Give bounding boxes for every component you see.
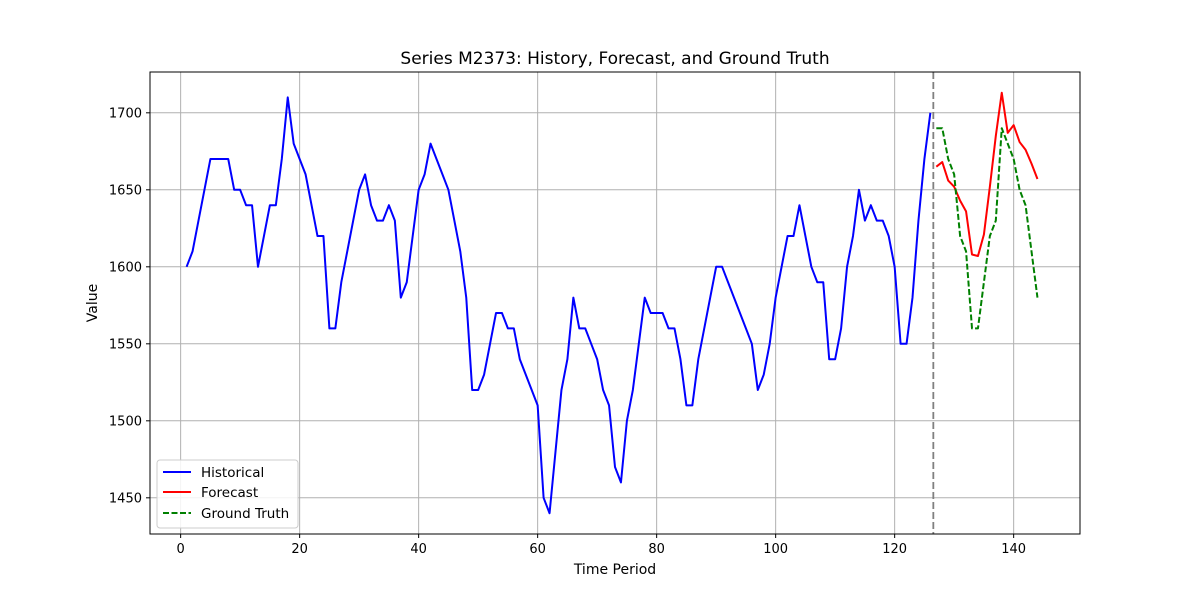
plot-frame <box>149 71 1081 535</box>
y-tick-label: 1650 <box>109 183 142 198</box>
series-line-historical <box>185 96 932 515</box>
grid <box>150 72 1080 534</box>
y-tick-label: 1700 <box>109 106 142 121</box>
legend-label-ground-truth: Ground Truth <box>201 506 289 522</box>
axis-ticks: 0 20 40 60 80 100 120 140 1450 1500 1550 1600 1650 17… <box>109 106 1026 557</box>
y-tick-label: 1600 <box>109 260 142 275</box>
series-line-ground-truth <box>936 127 1039 330</box>
legend: Historical Forecast Ground Truth <box>156 459 299 529</box>
x-tick-label: 40 <box>410 542 427 557</box>
x-axis-label: Time Period <box>573 562 656 578</box>
x-tick-label: 120 <box>882 542 907 557</box>
legend-box <box>156 459 299 529</box>
x-tick-label: 80 <box>648 542 665 557</box>
x-tick-label: 100 <box>763 542 788 557</box>
x-tick-label: 60 <box>529 542 546 557</box>
x-tick-label: 0 <box>177 542 185 557</box>
y-axis-label: Value <box>85 284 101 322</box>
y-tick-label: 1450 <box>109 491 142 506</box>
legend-label-historical: Historical <box>201 465 264 481</box>
y-tick-label: 1500 <box>109 414 142 429</box>
chart-title: Series M2373: History, Forecast, and Gro… <box>400 49 829 69</box>
y-tick-label: 1550 <box>109 337 142 352</box>
x-tick-label: 140 <box>1001 542 1026 557</box>
plot-lines <box>185 91 1039 515</box>
series-line-forecast <box>935 91 1039 258</box>
x-tick-label: 20 <box>291 542 308 557</box>
legend-label-forecast: Forecast <box>201 485 258 501</box>
